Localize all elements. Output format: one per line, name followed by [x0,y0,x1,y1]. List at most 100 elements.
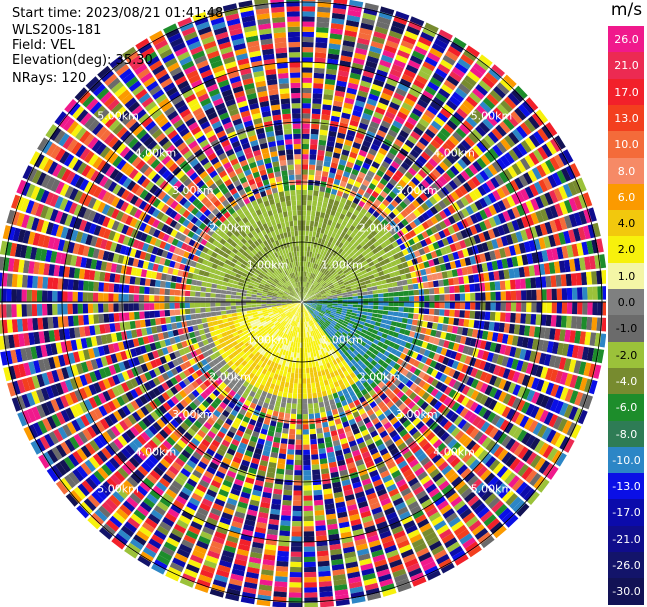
range-gate [338,433,347,440]
range-gate [321,324,326,330]
range-gate [297,342,300,348]
range-gate [431,322,438,330]
range-gate [191,319,198,326]
range-gate [224,475,235,483]
range-gate [353,341,360,347]
range-gate [581,346,590,361]
range-gate [188,497,201,507]
range-gate [305,311,309,317]
range-gate [11,304,17,318]
range-gate [318,326,323,332]
range-gate [326,362,331,369]
range-gate [249,551,263,559]
range-gate [114,322,121,332]
range-gate [376,488,387,497]
range-gate [554,370,564,384]
range-gate [256,377,263,384]
range-gate [365,319,371,324]
range-gate [185,284,191,291]
range-gate [574,330,581,344]
range-gate [304,551,316,557]
range-gate [489,459,501,472]
range-gate [169,303,175,309]
range-gate [328,324,334,330]
range-gate [447,438,458,449]
range-gate [240,302,246,306]
range-gate [138,303,145,311]
range-gate [256,297,262,300]
range-gate [303,526,314,532]
range-gate [196,579,211,589]
range-gate [420,327,427,334]
range-gate [376,317,382,323]
range-gate [377,341,384,348]
range-gate [443,449,454,461]
range-gate [263,554,276,561]
range-gate [248,504,259,512]
range-gate [445,332,452,341]
range-gate [497,366,506,378]
range-gate [319,311,325,315]
range-gate [409,382,418,391]
range-gate [579,393,589,408]
range-gate [331,387,337,394]
range-gate [357,500,369,509]
velocity-rays [0,0,606,607]
range-gate [546,465,559,480]
range-gate [215,289,222,294]
range-gate [295,444,302,450]
range-gate [342,421,350,428]
range-gate [366,315,372,320]
range-gate [425,418,435,428]
range-gate [302,307,305,313]
range-gate [430,388,439,397]
range-gate [407,529,421,539]
range-gate [359,350,366,357]
range-gate [333,381,340,388]
range-gate [288,602,302,607]
range-gate [210,297,216,302]
range-gate [42,276,49,289]
range-gate [254,393,261,400]
range-gate [134,320,141,329]
range-gate [387,516,400,526]
range-gate [338,336,344,342]
range-gate [357,344,364,350]
range-gate [386,483,397,493]
range-gate [530,314,537,325]
range-gate [422,373,431,382]
range-gate [77,280,84,291]
range-gate [269,355,275,362]
range-gate [238,496,250,504]
range-gate [290,551,302,557]
range-gate [315,317,320,322]
range-gate [290,561,302,568]
range-gate [241,459,250,467]
range-gate [382,434,391,443]
range-gate [327,332,333,338]
range-gate [303,536,315,542]
range-gate [67,291,73,302]
range-gate [345,316,351,320]
range-gate [485,456,497,468]
range-gate [479,382,489,394]
range-gate [261,390,268,398]
range-gate [350,358,357,365]
range-gate [324,357,329,364]
range-gate [313,318,317,324]
range-gate [378,327,385,333]
range-gate [528,326,536,337]
range-gate [403,450,413,460]
range-gate [363,374,371,381]
range-gate [467,475,479,487]
range-gate [330,548,342,556]
range-gate [318,401,325,408]
range-gate [389,447,400,456]
range-gate [277,390,283,397]
range-gate [440,562,455,574]
range-gate [317,314,322,319]
range-gate [287,330,291,336]
range-gate [275,473,284,480]
range-gate [425,431,436,442]
range-gate [369,502,381,510]
